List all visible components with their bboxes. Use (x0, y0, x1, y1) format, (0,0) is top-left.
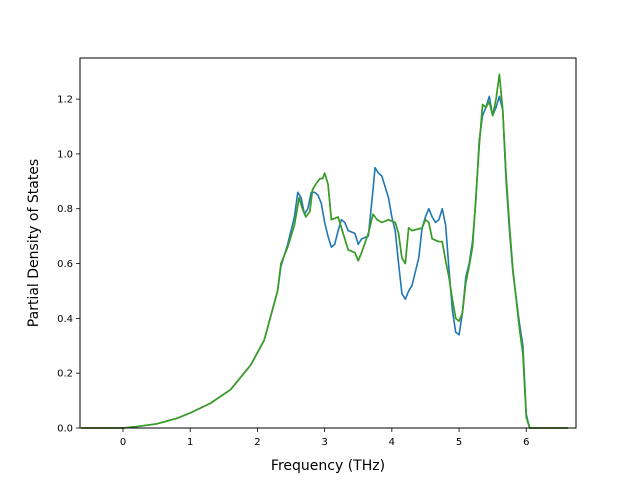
plot-frame (79, 57, 577, 429)
ticks-layer: 0 1 2 3 4 5 6 0.0 0.2 0.4 0.6 0.8 1.0 1.2 (57, 95, 529, 448)
x-tick-label: 1 (187, 437, 193, 448)
x-tick-label: 3 (321, 437, 327, 448)
y-axis-label: Partial Density of States (26, 159, 42, 327)
y-tick-label: 1.0 (57, 149, 73, 160)
y-tick-label: 0.6 (57, 259, 73, 270)
x-tick-label: 5 (456, 437, 462, 448)
y-tick-label: 0.2 (57, 369, 73, 380)
x-tick-label: 4 (389, 437, 395, 448)
x-tick-label: 2 (254, 437, 260, 448)
x-tick-label: 0 (120, 437, 126, 448)
x-axis-label: Frequency (THz) (271, 458, 385, 474)
series-line-3 (81, 73, 568, 429)
y-tick-label: 1.2 (57, 95, 73, 106)
y-tick-label: 0.8 (57, 204, 73, 215)
y-tick-label: 0.0 (57, 424, 73, 435)
series-layer (81, 73, 568, 429)
series-line-1 (81, 95, 568, 429)
y-tick-label: 0.4 (57, 314, 73, 325)
x-tick-label: 6 (523, 437, 529, 448)
